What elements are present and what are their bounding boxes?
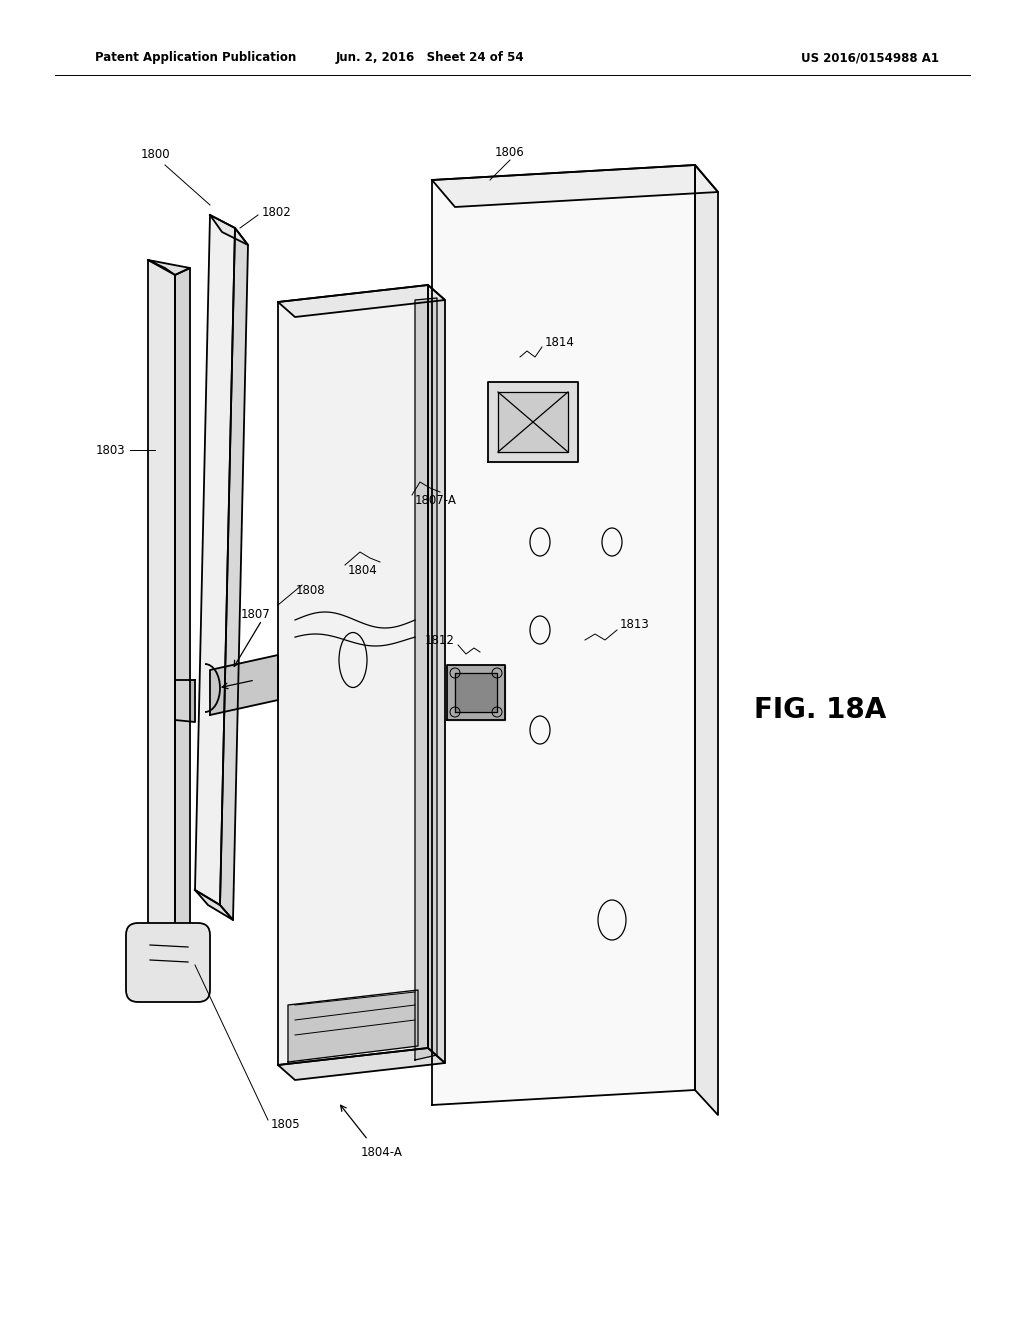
- Text: 1807-A: 1807-A: [415, 494, 457, 507]
- Polygon shape: [447, 665, 505, 719]
- Text: 1813: 1813: [620, 619, 650, 631]
- Polygon shape: [175, 680, 195, 722]
- Polygon shape: [488, 381, 578, 462]
- Polygon shape: [220, 228, 248, 920]
- Text: 1802: 1802: [262, 206, 292, 219]
- Polygon shape: [415, 298, 437, 1060]
- Polygon shape: [455, 673, 497, 711]
- Text: 1812: 1812: [425, 634, 455, 647]
- Text: US 2016/0154988 A1: US 2016/0154988 A1: [801, 51, 939, 65]
- Polygon shape: [195, 215, 234, 906]
- Polygon shape: [148, 260, 175, 962]
- Text: 1804-A: 1804-A: [361, 1146, 402, 1159]
- Polygon shape: [210, 215, 248, 246]
- Text: 1808: 1808: [295, 583, 325, 597]
- Polygon shape: [175, 268, 190, 962]
- Polygon shape: [278, 285, 445, 317]
- Polygon shape: [148, 260, 190, 275]
- Text: 1807: 1807: [241, 609, 270, 622]
- Polygon shape: [498, 392, 568, 451]
- Polygon shape: [288, 990, 418, 1063]
- Text: 1805: 1805: [270, 1118, 300, 1131]
- Polygon shape: [428, 285, 445, 1063]
- Polygon shape: [195, 890, 233, 920]
- Polygon shape: [278, 1048, 445, 1080]
- Polygon shape: [210, 655, 278, 715]
- Polygon shape: [432, 165, 695, 1105]
- FancyBboxPatch shape: [126, 923, 210, 1002]
- Polygon shape: [695, 165, 718, 1115]
- Text: Jun. 2, 2016   Sheet 24 of 54: Jun. 2, 2016 Sheet 24 of 54: [336, 51, 524, 65]
- Text: 1803: 1803: [95, 444, 125, 457]
- Text: Patent Application Publication: Patent Application Publication: [95, 51, 296, 65]
- Text: 1806: 1806: [496, 145, 525, 158]
- Text: FIG. 18A: FIG. 18A: [754, 696, 886, 723]
- Text: 1814: 1814: [545, 335, 574, 348]
- Text: 1804: 1804: [348, 564, 378, 577]
- Polygon shape: [432, 165, 718, 207]
- Text: 1800: 1800: [140, 149, 170, 161]
- Polygon shape: [278, 285, 428, 1065]
